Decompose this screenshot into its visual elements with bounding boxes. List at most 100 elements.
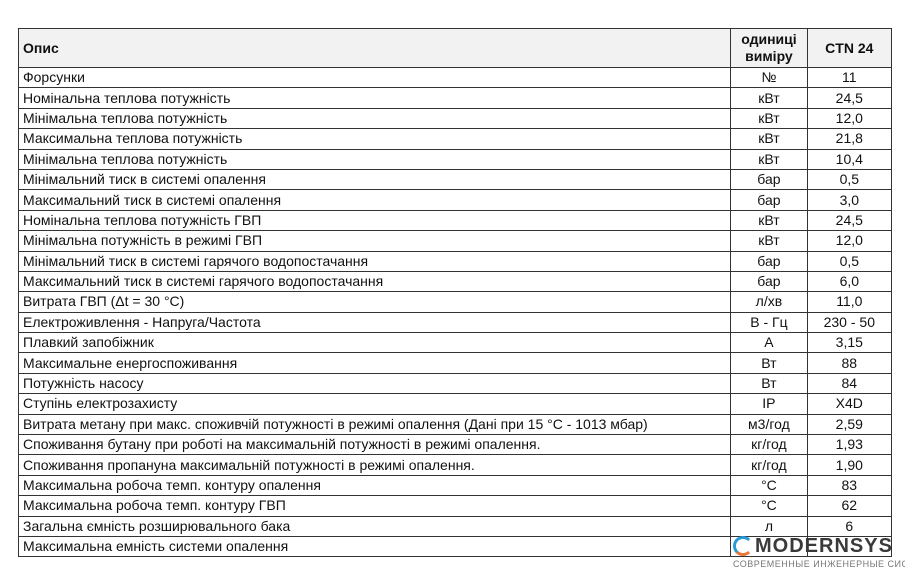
header-unit-line1: одиниці — [741, 31, 797, 47]
cell-description: Мінімальна потужність в режимі ГВП — [17, 230, 732, 252]
cell-value: 3,15 — [806, 332, 893, 354]
cell-unit: бар — [730, 189, 808, 211]
cell-unit: Вт — [730, 352, 808, 374]
table-row: Витрата метану при макс. споживчій потуж… — [17, 413, 893, 436]
cell-description: Витрата ГВП (Δt = 30 °C) — [17, 291, 732, 313]
cell-description: Ступінь електрозахисту — [17, 393, 732, 415]
table-row: Ступінь електрозахисту IP X4D — [17, 393, 893, 415]
cell-value: 6,0 — [806, 270, 893, 293]
cell-description: Форсунки — [17, 66, 732, 89]
header-unit: одиниці виміру — [730, 28, 808, 68]
cell-value: 2,59 — [806, 413, 893, 436]
cell-value: 21,8 — [806, 128, 893, 150]
cell-value: X4D — [806, 393, 893, 415]
table-row: Мінімальний тиск в системі гарячого водо… — [17, 250, 893, 272]
cell-unit: кВт — [730, 230, 808, 252]
cell-description: Мінімальний тиск в системі опалення — [17, 168, 732, 191]
cell-description: Максимальна емність системи опалення — [17, 535, 732, 558]
table-row: Максимальна робоча темп. контуру опаленн… — [17, 474, 893, 497]
cell-unit: бар — [730, 270, 808, 293]
cell-value: 1,90 — [806, 454, 893, 476]
cell-value: 0,5 — [806, 168, 893, 191]
table-row: Загальна ємність розширювального бака л 6 — [17, 515, 893, 537]
cell-description: Потужність насосу — [17, 372, 732, 395]
table-row: Мінімальна теплова потужність кВт 10,4 — [17, 148, 893, 170]
header-unit-line2: виміру — [745, 48, 793, 64]
cell-unit: л/хв — [730, 291, 808, 313]
table-row: Споживання пропануна максимальній потужн… — [17, 454, 893, 476]
cell-unit: кВт — [730, 107, 808, 130]
table-row: Споживання бутану при роботі на максимал… — [17, 434, 893, 456]
logo-tagline: СОВРЕМЕННЫЕ ИНЖЕНЕРНЫЕ СИСТЕМЫ — [733, 559, 905, 569]
cell-description: Максимальна робоча темп. контуру опаленн… — [17, 474, 732, 497]
cell-description: Витрата метану при макс. споживчій потуж… — [17, 413, 732, 436]
cell-value: 88 — [806, 352, 893, 374]
cell-unit: кВт — [730, 209, 808, 232]
cell-unit: кг/год — [730, 434, 808, 456]
cell-value: 11,0 — [806, 291, 893, 313]
modernsys-watermark-logo: MODERNSYS СОВРЕМЕННЫЕ ИНЖЕНЕРНЫЕ СИСТЕМЫ — [733, 536, 905, 570]
cell-value: 11 — [806, 66, 893, 89]
cell-description: Номінальна теплова потужність ГВП — [17, 209, 732, 232]
cell-value: 230 - 50 — [806, 311, 893, 334]
cell-value: 12,0 — [806, 107, 893, 130]
table-row: Максимальний тиск в системі гарячого вод… — [17, 270, 893, 293]
cell-value — [806, 535, 893, 558]
table-row: Потужність насосу Вт 84 — [17, 372, 893, 395]
table-row: Номінальна теплова потужність ГВП кВт 24,5 — [17, 209, 893, 232]
cell-description: Мінімальна теплова потужність — [17, 148, 732, 170]
cell-value: 0,5 — [806, 250, 893, 272]
table-row: Максимальна робоча темп. контуру ГВП °C 62 — [17, 495, 893, 517]
cell-unit: м3/год — [730, 413, 808, 436]
cell-description: Споживання бутану при роботі на максимал… — [17, 434, 732, 456]
cell-value: 83 — [806, 474, 893, 497]
table-row: Витрата ГВП (Δt = 30 °C) л/хв 11,0 — [17, 291, 893, 313]
table-row: Максимальна теплова потужність кВт 21,8 — [17, 128, 893, 150]
cell-description: Електроживлення - Напруга/Частота — [17, 311, 732, 334]
cell-value: 24,5 — [806, 209, 893, 232]
cell-unit: °C — [730, 474, 808, 497]
table-row: Мінімальний тиск в системі опалення бар 0,… — [17, 168, 893, 191]
cell-unit: № — [730, 66, 808, 89]
cell-unit: кВт — [730, 128, 808, 150]
header-model: CTN 24 — [806, 28, 893, 68]
cell-value: 6 — [806, 515, 893, 537]
table-row: Електроживлення - Напруга/Частота В - Гц 2… — [17, 311, 893, 334]
cell-value: 62 — [806, 495, 893, 517]
table-row: Мінімальна потужність в режимі ГВП кВт 12,… — [17, 230, 893, 252]
header-description: Опис — [17, 28, 732, 68]
header-row: Опис одиниці виміру CTN 24 — [17, 28, 893, 68]
cell-unit: л — [730, 515, 808, 537]
cell-description: Мінімальна теплова потужність — [17, 107, 732, 130]
cell-description: Максимальне енергоспоживання — [17, 352, 732, 374]
cell-value: 12,0 — [806, 230, 893, 252]
cell-unit: Вт — [730, 372, 808, 395]
cell-description: Максимальний тиск в системі опалення — [17, 189, 732, 211]
cell-description: Плавкий запобіжник — [17, 332, 732, 354]
table-row: Максимальний тиск в системі опалення бар 3… — [17, 189, 893, 211]
cell-value: 3,0 — [806, 189, 893, 211]
cell-description: Номінальна теплова потужність — [17, 87, 732, 109]
cell-description: Максимальний тиск в системі гарячого вод… — [17, 270, 732, 293]
cell-unit: В - Гц — [730, 311, 808, 334]
table-row: Мінімальна теплова потужність кВт 12,0 — [17, 107, 893, 130]
cell-unit: кВт — [730, 87, 808, 109]
table-row: Форсунки № 11 — [17, 66, 893, 89]
cell-unit: А — [730, 332, 808, 354]
table-row: Максимальна емність системи опалення — [17, 535, 893, 558]
cell-description: Загальна ємність розширювального бака — [17, 515, 732, 537]
cell-unit: IP — [730, 393, 808, 415]
cell-value: 1,93 — [806, 434, 893, 456]
cell-description: Споживання пропануна максимальній потужн… — [17, 454, 732, 476]
cell-description: Максимальна теплова потужність — [17, 128, 732, 150]
logo-ring-icon — [733, 536, 753, 556]
cell-description: Мінімальний тиск в системі гарячого водо… — [17, 250, 732, 272]
table-row: Номінальна теплова потужність кВт 24,5 — [17, 87, 893, 109]
cell-unit: бар — [730, 168, 808, 191]
specs-table: Опис одиниці виміру CTN 24 Форсунки № 11 Ном… — [17, 28, 893, 558]
cell-unit: °C — [730, 495, 808, 517]
cell-value: 10,4 — [806, 148, 893, 170]
cell-unit: кг/год — [730, 454, 808, 476]
cell-unit: бар — [730, 250, 808, 272]
cell-value: 84 — [806, 372, 893, 395]
